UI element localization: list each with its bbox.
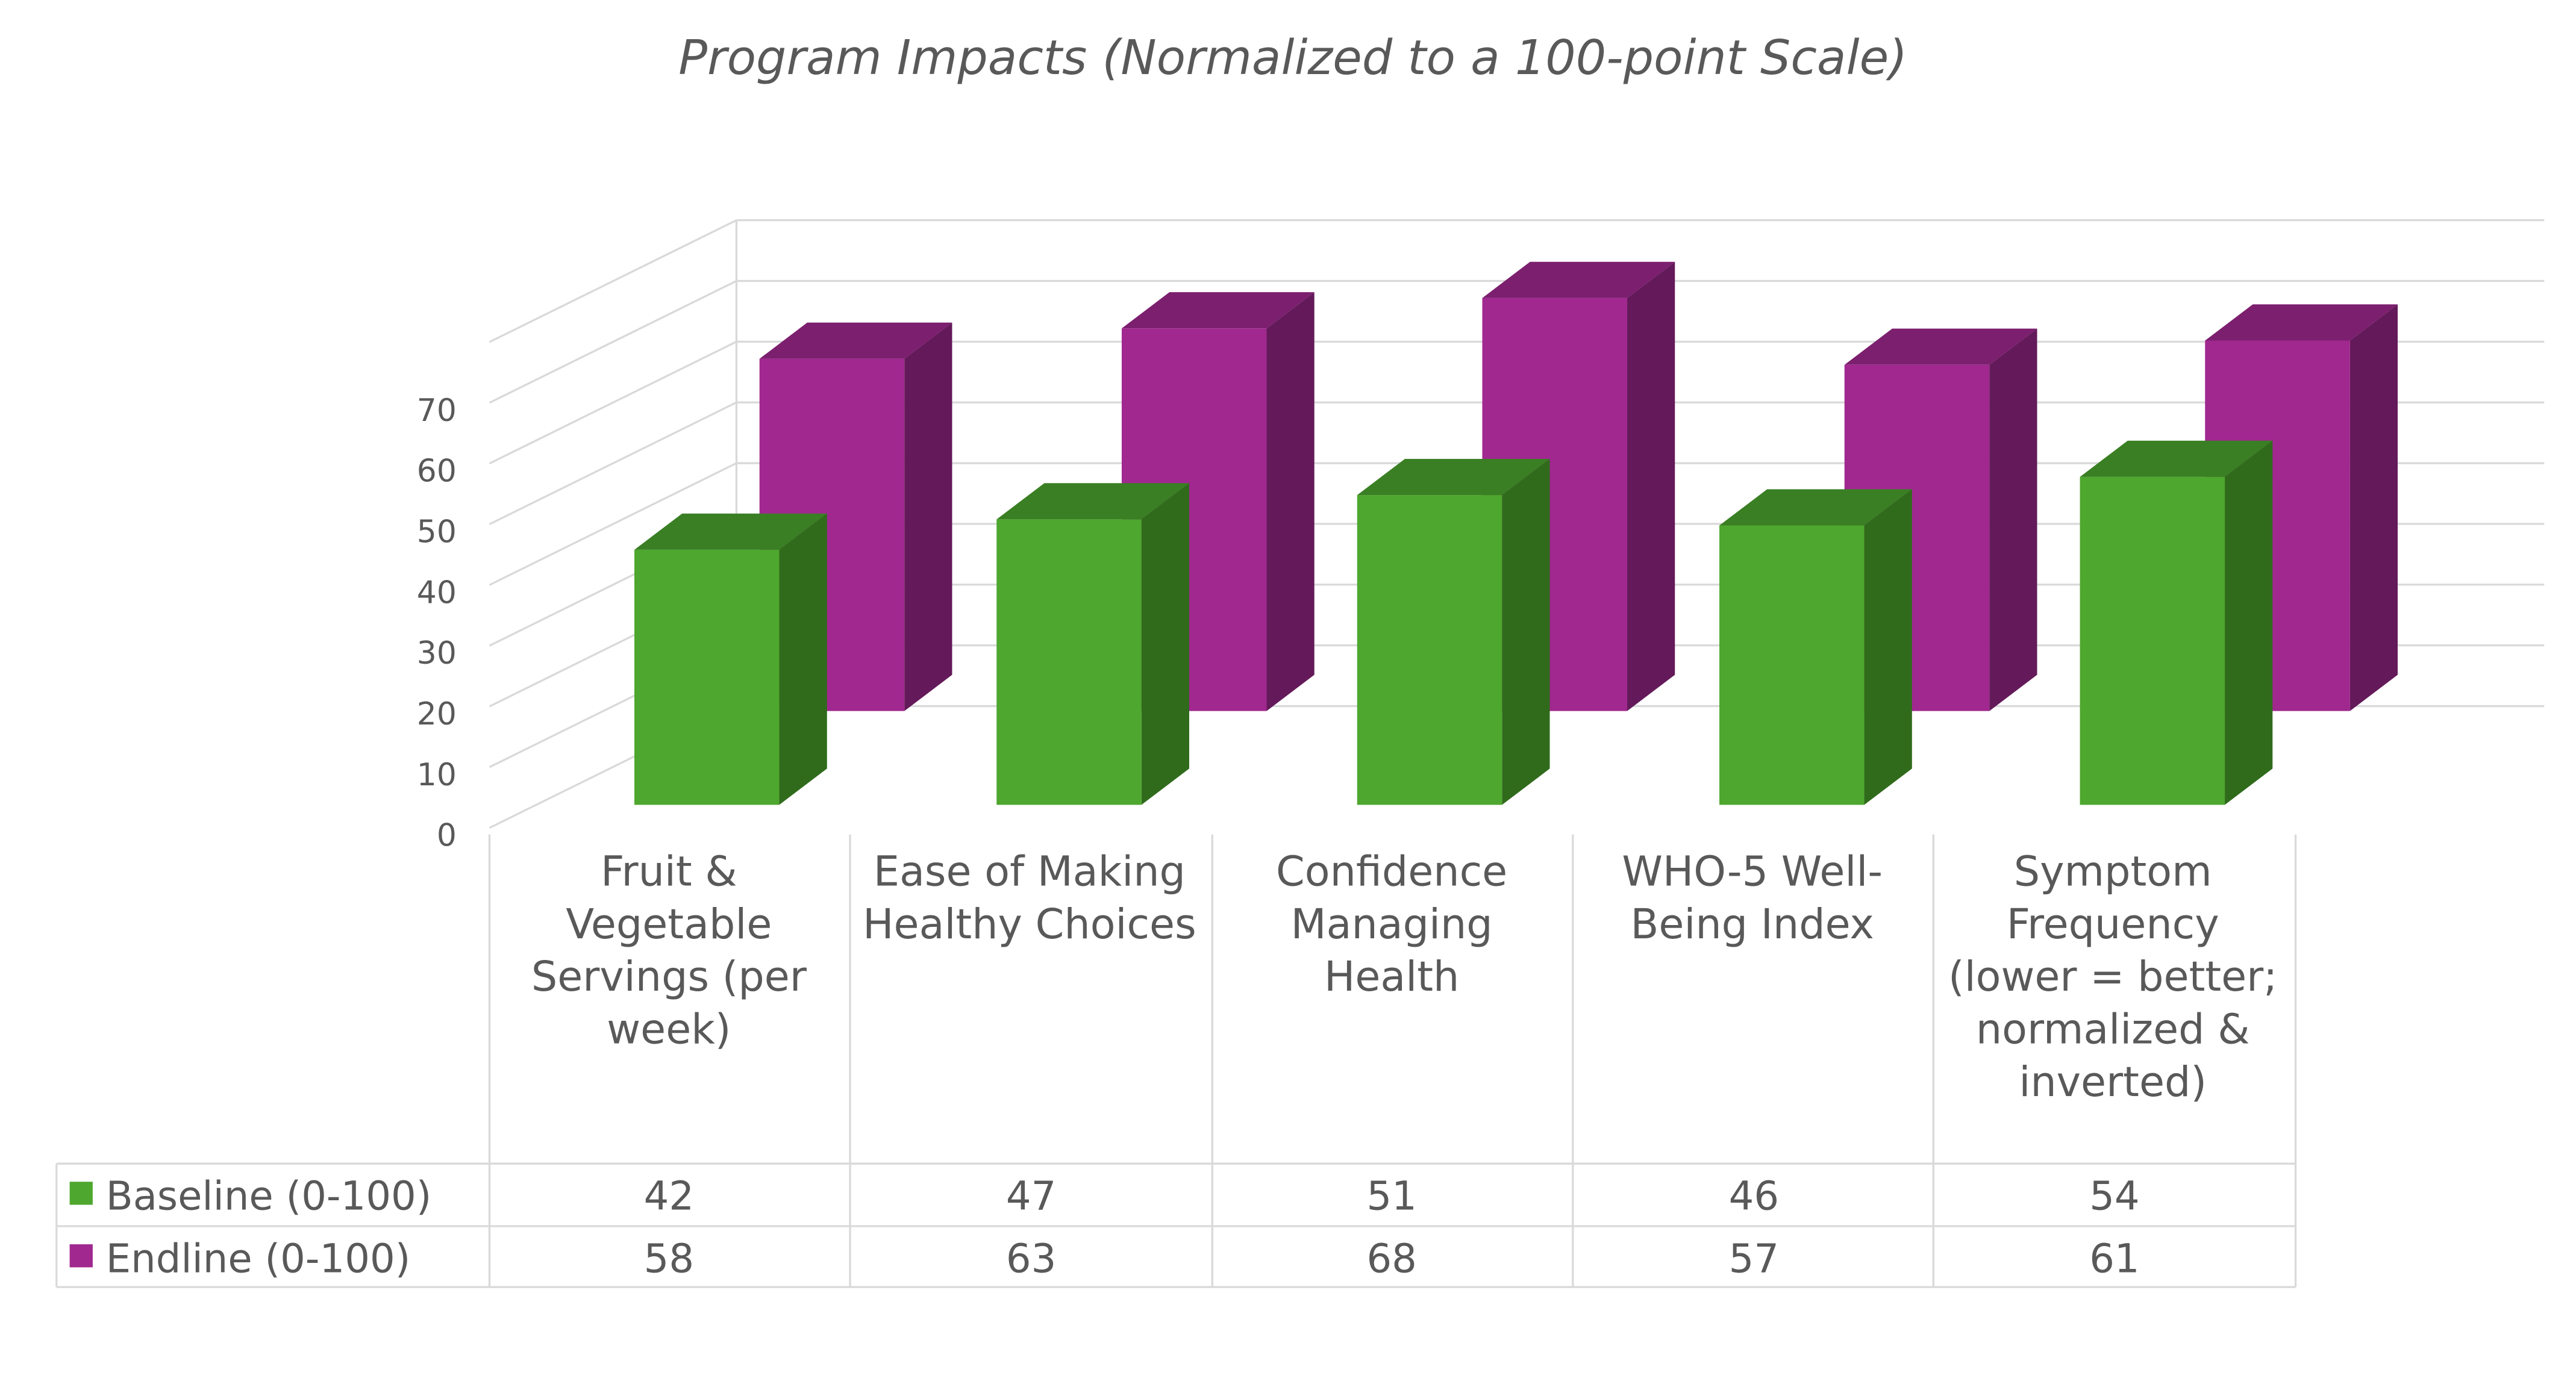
data-value: 57 xyxy=(1729,1236,1779,1282)
data-value: 68 xyxy=(1366,1236,1416,1282)
bar-top xyxy=(2205,304,2398,341)
category-label-box: Ease of Making Healthy Choices xyxy=(863,847,1196,949)
bar-side xyxy=(1864,489,1912,805)
side-gridline xyxy=(489,219,737,343)
category-label: Ease of Making Healthy Choices xyxy=(863,847,1196,949)
data-value: 42 xyxy=(644,1174,694,1220)
data-value: 63 xyxy=(1006,1236,1056,1282)
y-tick-label: 60 xyxy=(417,453,457,490)
bar-front xyxy=(1357,495,1502,805)
bar-side xyxy=(779,513,827,805)
y-tick-label: 30 xyxy=(417,635,457,671)
bar-endline xyxy=(1482,261,1675,711)
bar-top xyxy=(1357,458,1550,496)
data-value: 54 xyxy=(2089,1174,2139,1220)
category-label: WHO-5 Well-Being Index xyxy=(1622,847,1883,949)
bar-top xyxy=(1719,489,1912,526)
y-tick-label: 70 xyxy=(417,393,457,429)
legend-label: Baseline (0-100) xyxy=(106,1174,432,1220)
bar-top xyxy=(634,513,827,550)
bar-side xyxy=(1266,292,1315,711)
chart-title: Program Impacts (Normalized to a 100-poi… xyxy=(678,30,1907,86)
category-label: Symptom Frequency (lower = better; norma… xyxy=(1948,847,2278,1106)
y-axis-ticks: 0 10 20 30 40 50 60 70 xyxy=(417,393,457,854)
data-value: 47 xyxy=(1006,1174,1056,1220)
bar-top xyxy=(2080,440,2273,477)
category-label: Fruit & Vegetable Servings (per week) xyxy=(531,847,807,1054)
bar-side xyxy=(1141,483,1190,805)
category-label: Confidence Managing Health xyxy=(1276,847,1508,1001)
bar-side xyxy=(2349,304,2398,711)
y-tick-label: 0 xyxy=(437,818,457,854)
legend-label: Endline (0-100) xyxy=(106,1236,411,1282)
y-tick-label: 50 xyxy=(417,514,457,550)
bars xyxy=(634,261,2398,805)
data-table: Fruit & Vegetable Servings (per week) Eas… xyxy=(55,834,2297,1288)
side-gridline xyxy=(489,280,737,404)
bar-side xyxy=(2225,440,2273,805)
bar-front xyxy=(1719,525,1865,805)
category-label-box: Symptom Frequency (lower = better; norma… xyxy=(1948,847,2278,1106)
side-gridline xyxy=(489,401,737,525)
data-value: 46 xyxy=(1729,1174,1779,1220)
bar-top xyxy=(1844,328,2037,365)
bar-side xyxy=(1989,328,2037,711)
bar-front xyxy=(2080,476,2225,805)
bar-top xyxy=(996,483,1190,520)
bar-front xyxy=(996,519,1142,805)
side-gridline xyxy=(489,340,737,465)
category-label-box: Fruit & Vegetable Servings (per week) xyxy=(531,847,807,1054)
bar-top xyxy=(1121,292,1315,329)
bar-baseline xyxy=(1719,489,1912,805)
bar-baseline xyxy=(1357,458,1550,805)
legend-swatch xyxy=(69,1182,93,1205)
bar-baseline xyxy=(2080,440,2273,805)
y-tick-label: 20 xyxy=(417,696,457,732)
bar-top xyxy=(1482,261,1675,298)
bar-top xyxy=(759,322,952,359)
bar-baseline xyxy=(634,513,827,805)
category-label-box: WHO-5 Well-Being Index xyxy=(1622,847,1883,949)
data-value: 61 xyxy=(2089,1236,2139,1282)
bar-side xyxy=(1502,458,1550,805)
bar-baseline xyxy=(996,483,1190,805)
data-value: 58 xyxy=(644,1236,694,1282)
bar-side xyxy=(904,322,952,711)
bar-side xyxy=(1627,261,1675,711)
y-tick-label: 10 xyxy=(417,757,457,793)
y-tick-label: 40 xyxy=(417,575,457,611)
side-gridline xyxy=(489,462,737,586)
bar-front xyxy=(634,549,780,805)
category-label-box: Confidence Managing Health xyxy=(1276,847,1508,1001)
legend-swatch xyxy=(69,1244,93,1268)
data-value: 51 xyxy=(1366,1174,1416,1220)
